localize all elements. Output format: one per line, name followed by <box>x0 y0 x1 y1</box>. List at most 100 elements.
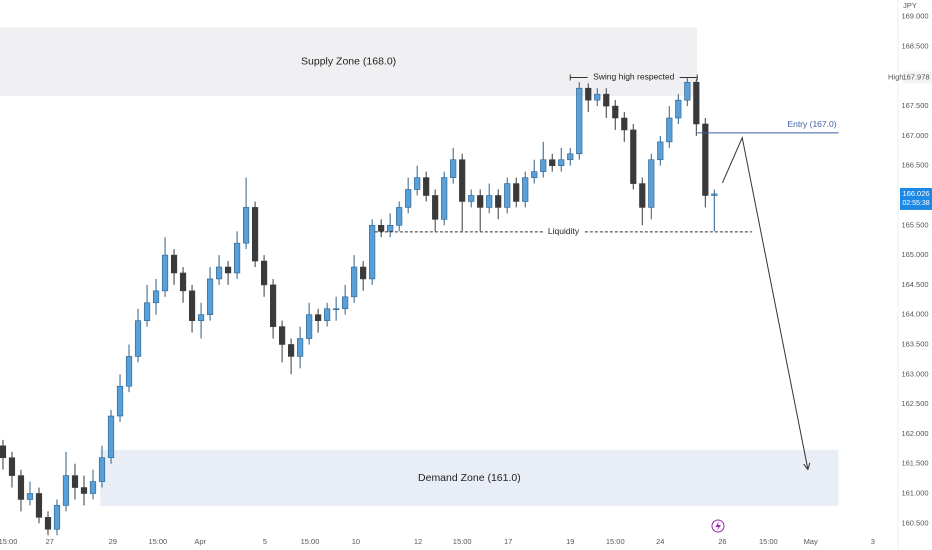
candle-body <box>513 183 520 202</box>
y-tick-label: 161.500 <box>901 459 928 468</box>
y-tick-label: 165.500 <box>901 220 928 229</box>
candle-body <box>261 260 268 286</box>
candle-body <box>26 493 34 500</box>
candle-body <box>116 385 124 417</box>
candle-body <box>468 195 475 202</box>
candle-body <box>540 159 547 172</box>
demand_zone-label: Demand Zone (161.0) <box>418 472 521 484</box>
candle-body <box>630 129 637 184</box>
candle-body <box>306 314 313 339</box>
x-tick-label: May <box>804 537 818 546</box>
y-tick-label: 160.500 <box>901 518 928 527</box>
candle-body <box>152 290 160 304</box>
candle-body <box>432 195 439 220</box>
candle-body <box>549 159 556 166</box>
last-price-box <box>900 187 932 210</box>
candle-body <box>558 159 565 166</box>
supply_zone-label: Supply Zone (168.0) <box>301 55 396 67</box>
candle-body <box>495 195 502 208</box>
x-tick-label: 29 <box>109 537 117 546</box>
candle-body <box>594 93 601 101</box>
candle-body <box>17 475 25 500</box>
y-tick-label: 167.000 <box>901 131 928 140</box>
candle-body <box>333 308 340 311</box>
candle-body <box>233 242 241 274</box>
candle-body <box>414 177 421 190</box>
candle-body <box>711 193 718 196</box>
candle-body <box>576 87 583 155</box>
event-icon-bolt <box>715 521 721 531</box>
x-tick-label: 12 <box>414 537 422 546</box>
candle-body <box>675 99 682 119</box>
candle-body <box>80 487 88 494</box>
candle-body <box>396 207 403 226</box>
candle-body <box>666 117 673 143</box>
candle-body <box>215 266 223 280</box>
high-label: High <box>888 73 903 82</box>
candle-body <box>405 189 412 208</box>
candle-body <box>459 159 466 202</box>
projection-path <box>721 136 809 470</box>
candle-body <box>612 105 619 119</box>
candle-body <box>450 159 457 178</box>
demand_zone <box>100 449 839 507</box>
candle-body <box>639 183 646 208</box>
candle-body <box>477 195 484 208</box>
candle-body <box>107 415 115 459</box>
candle-body <box>98 457 106 482</box>
candle-body <box>486 195 493 208</box>
y-tick-label: 162.000 <box>901 429 928 438</box>
entry-label: Entry (167.0) <box>787 119 836 129</box>
candle-body <box>531 171 538 178</box>
candle-body <box>684 81 691 101</box>
y-tick-label: 167.500 <box>901 101 928 110</box>
candle-body <box>351 266 358 298</box>
candle-body <box>62 475 70 506</box>
currency-label: JPY <box>903 1 917 10</box>
candle-body <box>324 308 331 321</box>
candle-body <box>504 183 511 208</box>
candle-body <box>0 445 7 459</box>
y-tick-label: 164.000 <box>901 310 928 319</box>
candle-body <box>197 314 205 321</box>
candle-body <box>360 266 367 280</box>
candle-body <box>179 272 187 292</box>
candle-body <box>288 344 295 357</box>
candle-body <box>134 320 142 357</box>
candle-body <box>567 153 574 161</box>
candle-body <box>170 254 178 274</box>
candle-body <box>378 224 385 232</box>
candle-body <box>315 314 322 321</box>
y-tick-label: 162.500 <box>901 399 928 408</box>
high-value-box <box>903 71 932 84</box>
label-bg <box>543 225 584 238</box>
x-tick-label: 17 <box>504 537 512 546</box>
candle-body <box>44 517 52 530</box>
candle-body <box>657 141 664 161</box>
y-tick-label: 163.000 <box>901 369 928 378</box>
last-price: 166.026 <box>902 189 929 198</box>
candle-body <box>252 207 259 262</box>
countdown: 02:55:38 <box>902 200 929 207</box>
candle-body <box>648 159 655 208</box>
y-tick-label: 169.000 <box>901 12 928 21</box>
candle-body <box>693 81 700 125</box>
candle-body <box>603 93 610 107</box>
x-tick-label: 15:00 <box>148 537 167 546</box>
candle-body <box>441 177 448 220</box>
x-tick-label: 15:00 <box>301 537 320 546</box>
y-tick-label: 165.000 <box>901 250 928 259</box>
candle-body <box>143 302 151 321</box>
x-tick-label: 15:00 <box>0 537 17 546</box>
high-value: 167.978 <box>902 73 929 82</box>
candle-body <box>206 278 214 315</box>
candle-body <box>53 505 61 530</box>
x-tick-label: 19 <box>566 537 574 546</box>
candle-body <box>387 224 394 232</box>
label-bg <box>587 71 680 84</box>
liquidity-label: Liquidity <box>548 226 580 236</box>
candle-body <box>522 177 529 202</box>
x-tick-label: 3 <box>871 537 875 546</box>
candle-body <box>423 177 430 196</box>
y-tick-label: 168.500 <box>901 41 928 50</box>
